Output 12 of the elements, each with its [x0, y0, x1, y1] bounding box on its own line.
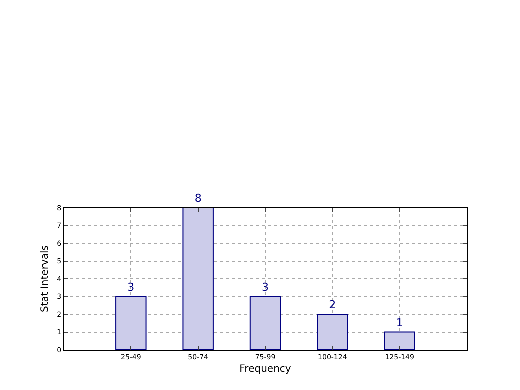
bar: [182, 208, 214, 350]
data-label: 3: [128, 280, 135, 294]
bar: [317, 314, 348, 350]
y-axis-title: Stat Intervals: [40, 245, 52, 313]
bar: [250, 296, 282, 350]
bar: [384, 332, 416, 350]
data-label: 3: [262, 280, 269, 294]
data-label: 2: [329, 298, 336, 312]
x-axis-title: Frequency: [240, 364, 292, 375]
data-label: 1: [396, 316, 404, 330]
bar: [116, 296, 147, 350]
data-label: 8: [194, 192, 202, 205]
